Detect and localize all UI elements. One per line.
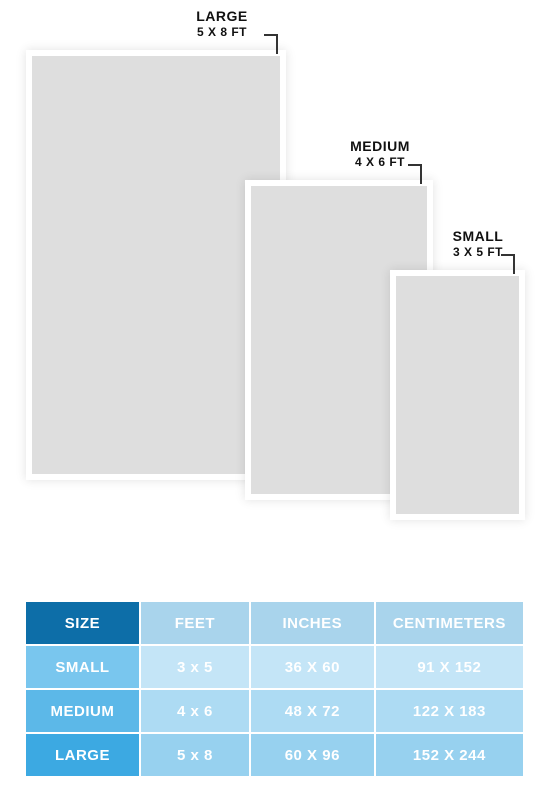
table-row-large: LARGE5 x 860 X 96152 X 244 [26, 734, 523, 776]
row-head-small: SMALL [26, 646, 139, 688]
callout-medium-tick [408, 164, 422, 184]
size-conversion-table: SIZEFEETINCHESCENTIMETERSSMALL3 x 536 X … [24, 600, 525, 778]
callout-small-dimension: 3 X 5 FT [453, 245, 504, 259]
callout-medium: MEDIUM4 X 6 FT [350, 138, 410, 169]
column-header-centimeters: CENTIMETERS [376, 602, 523, 644]
cell-large-inches: 60 X 96 [251, 734, 374, 776]
callout-medium-dimension: 4 X 6 FT [350, 155, 410, 169]
cell-medium-feet: 4 x 6 [141, 690, 249, 732]
callout-large-dimension: 5 X 8 FT [196, 25, 248, 39]
callout-small: SMALL3 X 5 FT [453, 228, 504, 259]
cell-medium-inches: 48 X 72 [251, 690, 374, 732]
column-header-size: SIZE [26, 602, 139, 644]
row-head-large: LARGE [26, 734, 139, 776]
callout-large-tick [264, 34, 278, 54]
cell-large-feet: 5 x 8 [141, 734, 249, 776]
cell-small-centimeters: 91 X 152 [376, 646, 523, 688]
callout-large: LARGE5 X 8 FT [196, 8, 248, 39]
column-header-feet: FEET [141, 602, 249, 644]
panel-small-inner [396, 276, 519, 514]
table-header-row: SIZEFEETINCHESCENTIMETERS [26, 602, 523, 644]
column-header-inches: INCHES [251, 602, 374, 644]
callout-medium-title: MEDIUM [350, 138, 410, 154]
size-comparison-diagram: LARGE5 X 8 FT MEDIUM4 X 6 FT SMALL3 X 5 FT [0, 0, 549, 560]
callout-large-title: LARGE [196, 8, 248, 24]
panel-large-inner [32, 56, 280, 474]
cell-medium-centimeters: 122 X 183 [376, 690, 523, 732]
row-head-medium: MEDIUM [26, 690, 139, 732]
callout-small-title: SMALL [453, 228, 504, 244]
cell-small-feet: 3 x 5 [141, 646, 249, 688]
size-conversion-table-container: SIZEFEETINCHESCENTIMETERSSMALL3 x 536 X … [24, 600, 525, 778]
panel-small [390, 270, 525, 520]
table-row-medium: MEDIUM4 x 648 X 72122 X 183 [26, 690, 523, 732]
callout-small-tick [501, 254, 515, 274]
table-row-small: SMALL3 x 536 X 6091 X 152 [26, 646, 523, 688]
cell-large-centimeters: 152 X 244 [376, 734, 523, 776]
cell-small-inches: 36 X 60 [251, 646, 374, 688]
